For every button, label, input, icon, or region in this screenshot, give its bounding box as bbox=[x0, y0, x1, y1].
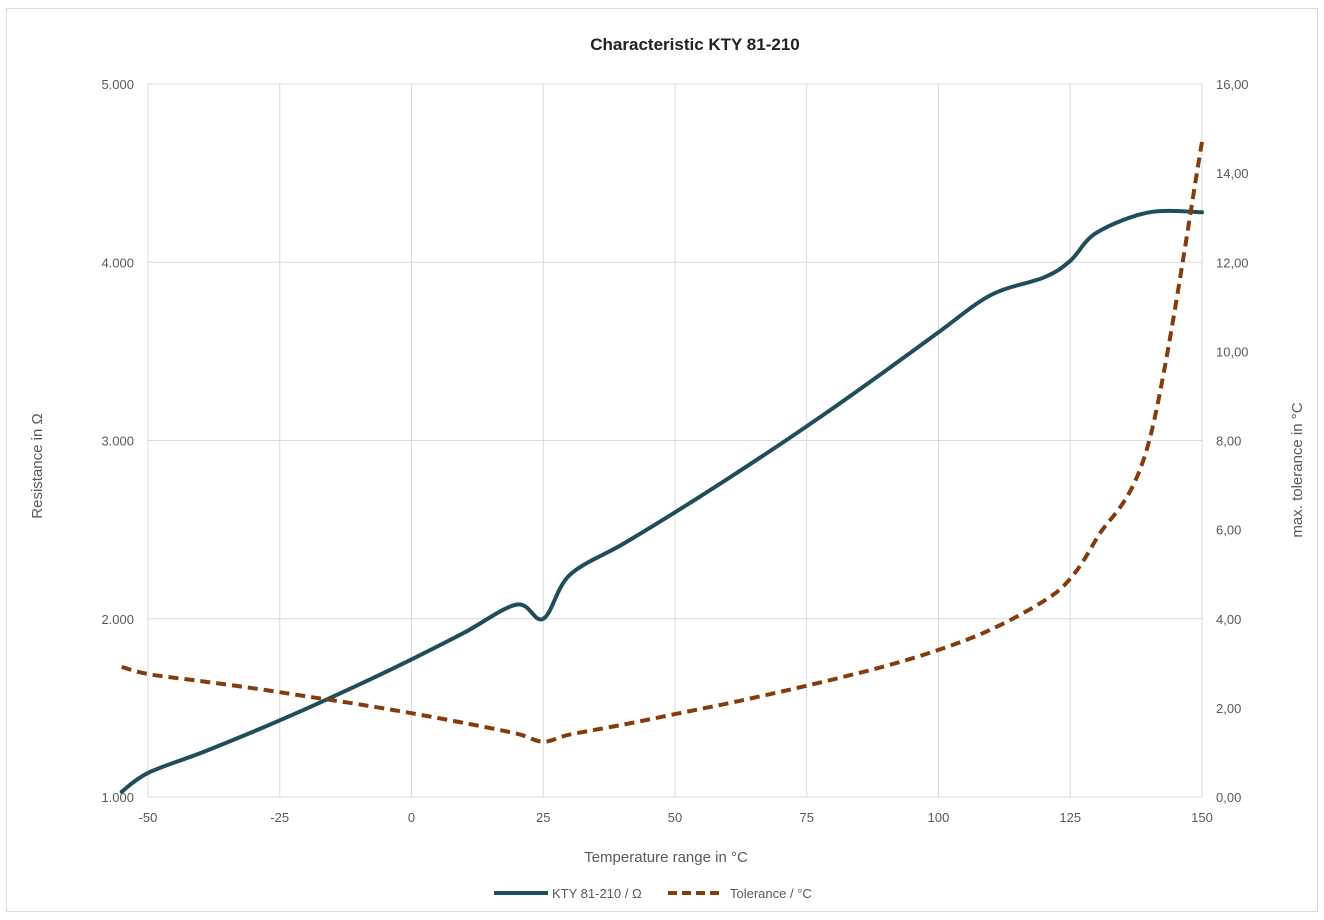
series bbox=[119, 141, 1204, 794]
grid bbox=[147, 83, 1203, 798]
y2-axis-label: max. tolerance in °C bbox=[1289, 402, 1306, 537]
x-tick-label: 25 bbox=[536, 810, 550, 825]
legend-label-tolerance: Tolerance / °C bbox=[730, 886, 812, 901]
x-tick-label: 0 bbox=[408, 810, 415, 825]
x-tick-label: 125 bbox=[1059, 810, 1081, 825]
y-tick-label: 3.000 bbox=[101, 434, 134, 449]
y2-tick-label: 14,00 bbox=[1216, 166, 1249, 181]
chart-title: Characteristic KTY 81-210 bbox=[590, 35, 799, 54]
x-tick-label: -50 bbox=[139, 810, 158, 825]
series-line-tolerance bbox=[121, 141, 1204, 744]
x-axis-label: Temperature range in °C bbox=[584, 849, 748, 866]
y2-tick-label: 2,00 bbox=[1216, 701, 1241, 716]
series-line-resistance bbox=[119, 208, 1204, 794]
y2-tick-label: 8,00 bbox=[1216, 434, 1241, 449]
legend-label-resistance: KTY 81-210 / Ω bbox=[552, 886, 642, 901]
y2-tick-label: 4,00 bbox=[1216, 612, 1241, 627]
right-axis-ticks: 0,00 2,00 4,00 6,00 8,00 10,00 12,00 14,00 16,00 bbox=[1216, 77, 1249, 805]
y-tick-label: 2.000 bbox=[101, 612, 134, 627]
x-tick-label: 100 bbox=[928, 810, 950, 825]
y2-tick-label: 16,00 bbox=[1216, 77, 1249, 92]
legend: KTY 81-210 / Ω Tolerance / °C bbox=[494, 886, 812, 901]
y2-tick-label: 12,00 bbox=[1216, 255, 1249, 270]
y-axis-label: Resistance in Ω bbox=[29, 413, 46, 518]
x-axis-ticks: -50 -25 0 25 50 75 100 125 150 bbox=[139, 810, 1213, 825]
y2-tick-label: 0,00 bbox=[1216, 790, 1241, 805]
x-tick-label: 75 bbox=[800, 810, 814, 825]
x-tick-label: -25 bbox=[270, 810, 289, 825]
chart-frame bbox=[6, 8, 1318, 912]
y2-tick-label: 6,00 bbox=[1216, 523, 1241, 538]
y-tick-label: 1.000 bbox=[101, 790, 134, 805]
x-tick-label: 150 bbox=[1191, 810, 1213, 825]
y-tick-label: 5.000 bbox=[101, 77, 134, 92]
y2-tick-label: 10,00 bbox=[1216, 344, 1249, 359]
left-axis-ticks: 1.000 2.000 3.000 4.000 5.000 bbox=[101, 77, 134, 805]
y-tick-label: 4.000 bbox=[101, 255, 134, 270]
x-tick-label: 50 bbox=[668, 810, 682, 825]
